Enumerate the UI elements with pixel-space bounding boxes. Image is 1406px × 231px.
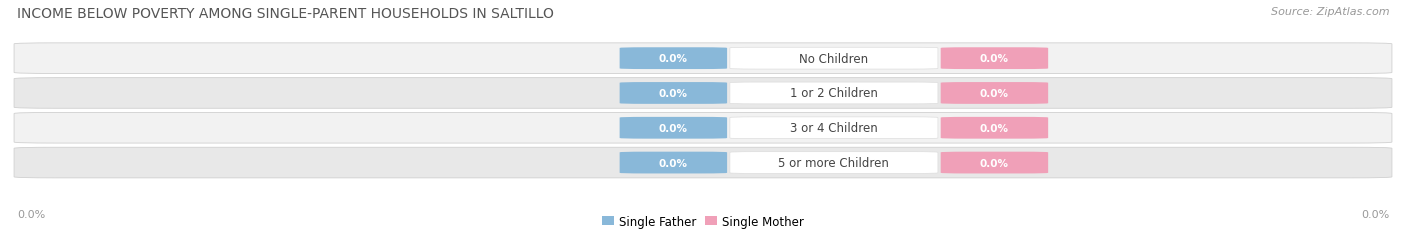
Text: 5 or more Children: 5 or more Children <box>779 156 890 169</box>
FancyBboxPatch shape <box>730 117 938 139</box>
Text: No Children: No Children <box>800 52 869 65</box>
Text: 0.0%: 0.0% <box>980 54 1010 64</box>
FancyBboxPatch shape <box>941 152 1047 174</box>
Text: 0.0%: 0.0% <box>659 88 688 99</box>
Text: 0.0%: 0.0% <box>659 54 688 64</box>
FancyBboxPatch shape <box>941 83 1047 104</box>
Text: INCOME BELOW POVERTY AMONG SINGLE-PARENT HOUSEHOLDS IN SALTILLO: INCOME BELOW POVERTY AMONG SINGLE-PARENT… <box>17 7 554 21</box>
FancyBboxPatch shape <box>941 48 1047 70</box>
Text: 0.0%: 0.0% <box>659 123 688 133</box>
FancyBboxPatch shape <box>620 83 727 104</box>
Text: 0.0%: 0.0% <box>980 123 1010 133</box>
FancyBboxPatch shape <box>730 152 938 174</box>
FancyBboxPatch shape <box>620 48 727 70</box>
FancyBboxPatch shape <box>620 152 727 174</box>
Legend: Single Father, Single Mother: Single Father, Single Mother <box>598 210 808 231</box>
FancyBboxPatch shape <box>730 48 938 70</box>
Text: 3 or 4 Children: 3 or 4 Children <box>790 122 877 135</box>
FancyBboxPatch shape <box>14 148 1392 178</box>
Text: 0.0%: 0.0% <box>980 88 1010 99</box>
FancyBboxPatch shape <box>730 83 938 104</box>
FancyBboxPatch shape <box>941 117 1047 139</box>
Text: 0.0%: 0.0% <box>17 210 45 219</box>
Text: 1 or 2 Children: 1 or 2 Children <box>790 87 877 100</box>
FancyBboxPatch shape <box>14 44 1392 74</box>
Text: Source: ZipAtlas.com: Source: ZipAtlas.com <box>1271 7 1389 17</box>
Text: 0.0%: 0.0% <box>980 158 1010 168</box>
FancyBboxPatch shape <box>14 113 1392 143</box>
FancyBboxPatch shape <box>14 78 1392 109</box>
Text: 0.0%: 0.0% <box>659 158 688 168</box>
FancyBboxPatch shape <box>620 117 727 139</box>
Text: 0.0%: 0.0% <box>1361 210 1389 219</box>
